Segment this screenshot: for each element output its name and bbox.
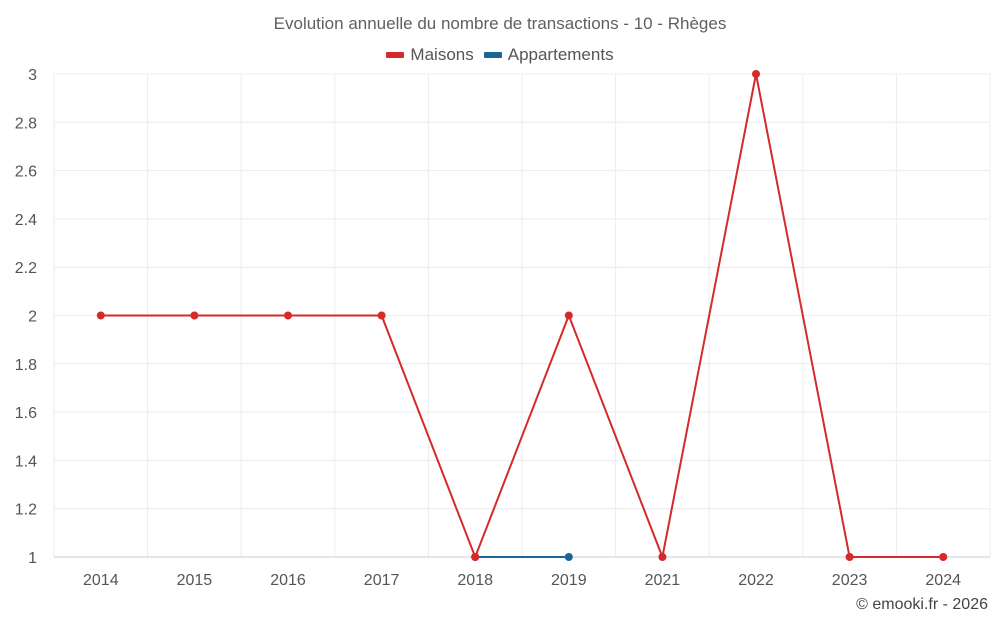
x-tick-label: 2021	[645, 572, 681, 589]
data-point[interactable]	[564, 553, 573, 561]
series-maisons	[96, 70, 948, 561]
legend-swatch-maisons	[386, 52, 405, 58]
y-tick-label: 1	[28, 550, 37, 567]
y-tick-label: 2.8	[15, 115, 37, 132]
data-point[interactable]	[564, 311, 573, 320]
data-point[interactable]	[845, 553, 854, 561]
legend-label-maisons: Maisons	[410, 45, 474, 64]
legend-item-maisons[interactable]: Maisons	[386, 45, 474, 65]
x-axis-ticks: 2014 2015 2016 2017 2018 2019 2021 2022 2023 2024	[83, 572, 961, 589]
y-tick-label: 2.4	[15, 212, 37, 229]
legend: Maisons Appartements	[0, 45, 1000, 65]
series-line-segment	[474, 314, 570, 558]
legend-label-appartements: Appartements	[507, 45, 614, 64]
x-tick-label: 2024	[925, 572, 961, 589]
x-tick-label: 2015	[177, 572, 213, 589]
data-point[interactable]	[939, 553, 948, 561]
data-point[interactable]	[284, 311, 292, 320]
data-point[interactable]	[752, 70, 760, 78]
series-line-segment	[755, 73, 851, 558]
y-tick-label: 1.6	[15, 405, 37, 422]
series-layer	[96, 70, 948, 561]
x-tick-label: 2018	[457, 572, 493, 589]
credit-text: © emooki.fr - 2026	[856, 596, 988, 613]
legend-item-appartements[interactable]: Appartements	[483, 45, 614, 65]
x-tick-label: 2017	[364, 572, 400, 589]
x-tick-label: 2022	[738, 572, 774, 589]
legend-swatch-appartements	[483, 52, 502, 58]
y-tick-label: 2.2	[15, 260, 37, 277]
chart-title: Evolution annuelle du nombre de transact…	[273, 14, 727, 33]
x-tick-label: 2016	[270, 572, 306, 589]
series-line-segment	[380, 314, 477, 558]
data-point[interactable]	[96, 311, 105, 320]
series-line-segment	[661, 73, 757, 558]
data-point[interactable]	[471, 553, 480, 561]
y-tick-label: 1.8	[15, 357, 37, 374]
y-tick-label: 2	[28, 309, 37, 326]
y-tick-label: 1.4	[15, 453, 37, 470]
series-line-segment	[567, 314, 664, 558]
x-tick-label: 2019	[551, 572, 587, 589]
data-point[interactable]	[377, 311, 386, 320]
grid	[53, 73, 991, 558]
y-axis-ticks: 1 1.2 1.4 1.6 1.8 2 2.2 2.4 2.6 2.8 3	[15, 67, 37, 567]
data-point[interactable]	[658, 553, 667, 561]
y-tick-label: 1.2	[15, 502, 37, 519]
x-tick-label: 2023	[832, 572, 868, 589]
x-tick-label: 2014	[83, 572, 119, 589]
data-point[interactable]	[190, 311, 199, 320]
y-tick-label: 2.6	[15, 164, 37, 181]
y-tick-label: 3	[28, 67, 37, 84]
